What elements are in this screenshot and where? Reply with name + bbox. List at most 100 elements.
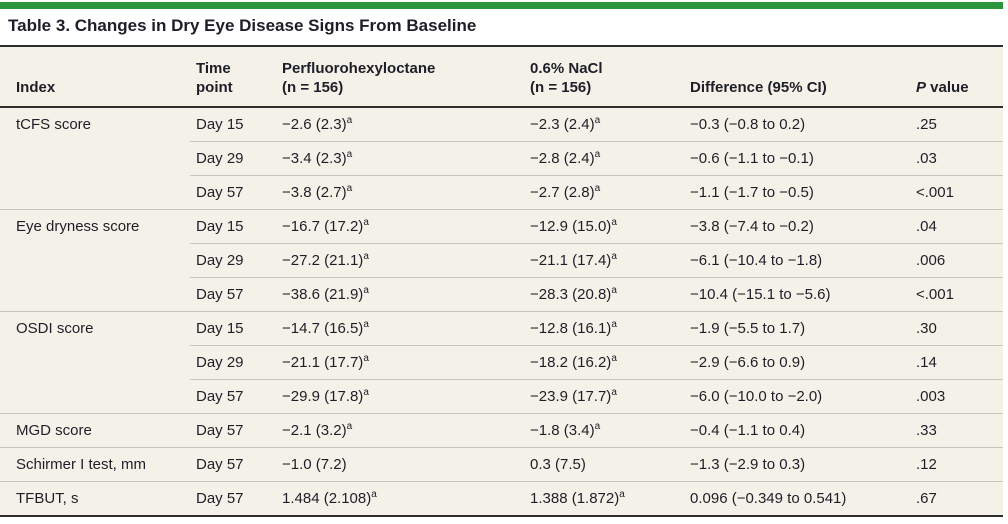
footnote-marker: a — [346, 115, 353, 126]
footnote-marker: a — [363, 217, 369, 228]
index-cell — [0, 379, 190, 413]
difference-cell: −2.9 (−6.6 to 0.9) — [684, 345, 910, 379]
value-text: 1.388 (1.872) — [530, 490, 620, 507]
footnote-marker: a — [371, 489, 377, 500]
table-row: TFBUT, s Day 57 1.484 (2.108)a 1.388 (1.… — [0, 481, 1003, 515]
value-text: −3.4 (2.3) — [282, 150, 347, 167]
header-nacl-line-1: 0.6% NaCl — [530, 60, 603, 77]
column-header-p-value: P value — [910, 47, 1003, 108]
p-value-cell: .67 — [910, 481, 1003, 515]
table-row: Eye dryness score Day 15 −16.7 (17.2)a −… — [0, 209, 1003, 243]
time-point-cell: Day 15 — [190, 311, 276, 345]
header-nacl-line-2: (n = 156) — [530, 79, 592, 96]
time-point-cell: Day 29 — [190, 345, 276, 379]
footnote-marker: a — [611, 353, 617, 364]
perfluorohexyloctane-value-cell: −1.0 (7.2) — [276, 447, 524, 481]
perfluorohexyloctane-value-cell: 1.484 (2.108)a — [276, 481, 524, 515]
value-text: −27.2 (21.1) — [282, 252, 364, 269]
p-value-cell: .25 — [916, 116, 937, 133]
dry-eye-signs-table: Index Time point Perfluorohexyloctane (n… — [0, 45, 1003, 517]
value-text: 1.484 (2.108) — [282, 490, 372, 507]
header-p-rest: value — [926, 79, 969, 96]
difference-cell: −1.1 (−1.7 to −0.5) — [684, 175, 910, 209]
time-point-cell: Day 57 — [190, 447, 276, 481]
footnote-marker: a — [611, 387, 617, 398]
footnote-marker: a — [611, 251, 617, 262]
header-difference-label: Difference (95% CI) — [690, 79, 827, 96]
value-text: −1.8 (3.4) — [530, 422, 595, 439]
perfluorohexyloctane-value-cell: −38.6 (21.9)a — [276, 277, 524, 311]
index-cell: Eye dryness score — [0, 209, 190, 243]
nacl-value-cell: −18.2 (16.2)a — [524, 345, 684, 379]
difference-cell: −6.0 (−10.0 to −2.0) — [684, 379, 910, 413]
table-title: Table 3. Changes in Dry Eye Disease Sign… — [8, 16, 477, 35]
difference-cell: −0.4 (−1.1 to 0.4) — [684, 413, 910, 447]
p-value-cell: .14 — [910, 345, 1003, 379]
value-text: −14.7 (16.5) — [282, 320, 364, 337]
p-value-cell: <.001 — [910, 277, 1003, 311]
difference-cell: 0.096 (−0.349 to 0.541) — [684, 481, 910, 515]
footnote-marker: a — [594, 421, 601, 432]
index-cell: TFBUT, s — [0, 481, 190, 515]
p-value-cell: .03 — [910, 141, 1003, 175]
table-row: MGD score Day 57 −2.1 (3.2)a −1.8 (3.4)a… — [0, 413, 1003, 447]
difference-cell: −3.8 (−7.4 to −0.2) — [684, 209, 910, 243]
footnote-marker: a — [594, 183, 601, 194]
table-row: Day 57 −38.6 (21.9)a −28.3 (20.8)a −10.4… — [0, 277, 1003, 311]
value-text: −1.0 (7.2) — [282, 456, 347, 473]
footnote-marker: a — [363, 319, 369, 330]
p-value-cell: .12 — [910, 447, 1003, 481]
nacl-value-cell: 0.3 (7.5) — [524, 447, 684, 481]
footnote-marker: a — [363, 387, 369, 398]
nacl-value-cell: −23.9 (17.7)a — [524, 379, 684, 413]
difference-cell: −6.1 (−10.4 to −1.8) — [684, 243, 910, 277]
footnote-marker: a — [346, 421, 353, 432]
header-row: Index Time point Perfluorohexyloctane (n… — [0, 47, 1003, 108]
column-header-perfluorohexyloctane: Perfluorohexyloctane (n = 156) — [276, 47, 524, 108]
index-cell: OSDI score — [0, 311, 190, 345]
value-text: −2.1 (3.2) — [282, 422, 347, 439]
p-value-cell: .003 — [910, 379, 1003, 413]
header-pfho-line-1: Perfluorohexyloctane — [282, 60, 436, 77]
value-text: −2.8 (2.4) — [530, 150, 595, 167]
column-header-index: Index — [0, 47, 190, 108]
nacl-value-cell: −2.8 (2.4)a — [524, 141, 684, 175]
value-text: −3.8 (2.7) — [282, 184, 347, 201]
time-point-cell: Day 29 — [190, 141, 276, 175]
value-text: −21.1 (17.4) — [530, 252, 612, 269]
nacl-value-cell: 1.388 (1.872)a — [524, 481, 684, 515]
perfluorohexyloctane-value-cell: −2.6 (2.3)a — [276, 108, 524, 141]
index-cell: Schirmer I test, mm — [0, 447, 190, 481]
footnote-marker: a — [594, 149, 601, 160]
index-cell — [0, 345, 190, 379]
perfluorohexyloctane-value-cell: −16.7 (17.2)a — [276, 209, 524, 243]
value-text: −2.3 (2.4) — [530, 116, 595, 133]
p-value-cell: .04 — [910, 209, 1003, 243]
p-value-cell: <.001 — [910, 175, 1003, 209]
index-cell: tCFS score — [16, 116, 92, 133]
footnote-marker: a — [619, 489, 625, 500]
nacl-value-cell: −21.1 (17.4)a — [524, 243, 684, 277]
nacl-value-cell: −1.8 (3.4)a — [524, 413, 684, 447]
index-cell — [0, 243, 190, 277]
footnote-marker: a — [346, 149, 353, 160]
header-index-label: Index — [16, 79, 56, 96]
difference-cell: −1.9 (−5.5 to 1.7) — [684, 311, 910, 345]
time-point-cell: Day 57 — [190, 277, 276, 311]
table-row: tCFS score Day 15 −2.6 (2.3)a −2.3 (2.4)… — [0, 108, 1003, 141]
accent-bar — [0, 2, 1003, 9]
value-text: −2.7 (2.8) — [530, 184, 595, 201]
footnote-marker: a — [346, 183, 353, 194]
value-text: −2.6 (2.3) — [282, 116, 347, 133]
nacl-value-cell: −28.3 (20.8)a — [524, 277, 684, 311]
difference-cell: −1.3 (−2.9 to 0.3) — [684, 447, 910, 481]
p-value-cell: .30 — [910, 311, 1003, 345]
table-row: Day 29 −27.2 (21.1)a −21.1 (17.4)a −6.1 … — [0, 243, 1003, 277]
value-text: −23.9 (17.7) — [530, 388, 612, 405]
value-text: −12.8 (16.1) — [530, 320, 612, 337]
table-header: Index Time point Perfluorohexyloctane (n… — [0, 47, 1003, 108]
header-p-symbol: P — [916, 79, 927, 96]
value-text: −18.2 (16.2) — [530, 354, 612, 371]
perfluorohexyloctane-value-cell: −14.7 (16.5)a — [276, 311, 524, 345]
index-cell — [0, 277, 190, 311]
